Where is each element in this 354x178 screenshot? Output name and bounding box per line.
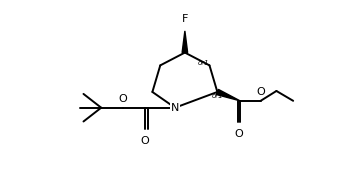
Text: O: O: [235, 129, 244, 139]
Text: F: F: [182, 14, 188, 24]
Text: O: O: [140, 136, 149, 146]
Text: N: N: [171, 103, 179, 113]
Text: O: O: [256, 87, 265, 97]
Text: or1: or1: [198, 60, 209, 66]
Text: O: O: [119, 94, 127, 104]
Text: or1: or1: [211, 93, 223, 99]
Polygon shape: [182, 31, 188, 53]
Polygon shape: [216, 89, 240, 101]
